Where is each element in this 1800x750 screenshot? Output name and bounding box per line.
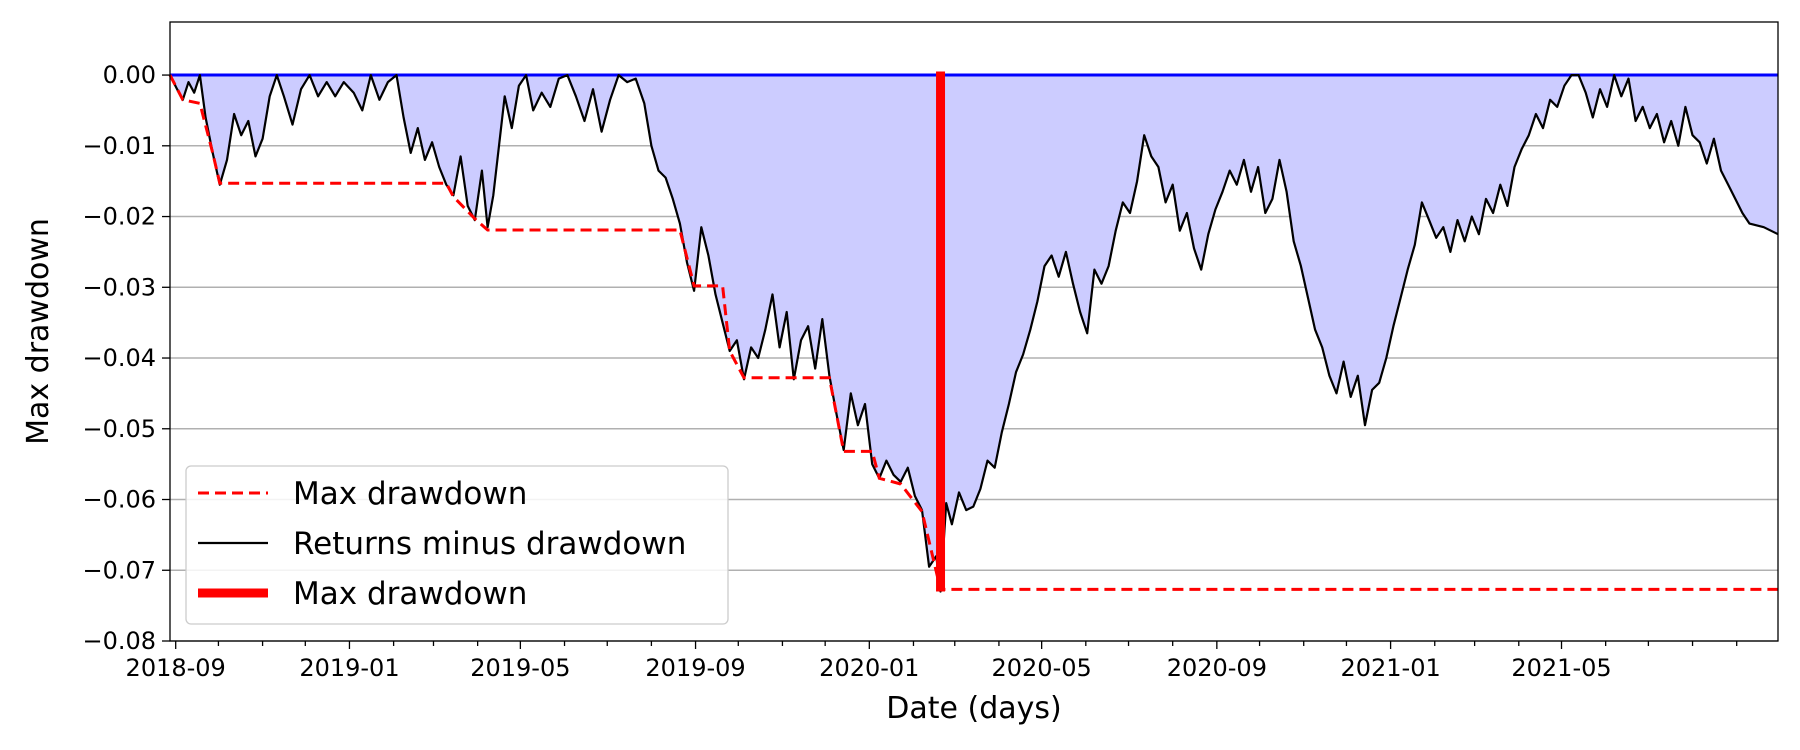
y-axis-label: Max drawdown <box>21 218 56 445</box>
y-tick-label: −0.04 <box>82 344 156 372</box>
y-tick-label: −0.05 <box>82 415 156 443</box>
max-drawdown-dashed-line <box>168 74 1778 591</box>
x-tick-label: 2019-05 <box>470 654 570 682</box>
y-tick-label: 0.00 <box>103 61 156 89</box>
x-tick-label: 2018-09 <box>126 654 226 682</box>
y-tick-label: −0.08 <box>82 627 156 655</box>
x-tick-label: 2021-01 <box>1340 654 1440 682</box>
x-tick-label: 2020-05 <box>992 654 1092 682</box>
legend: Max drawdown Returns minus drawdown Max … <box>185 465 729 625</box>
y-tick-label: −0.03 <box>82 273 156 301</box>
legend-label: Returns minus drawdown <box>293 526 686 562</box>
x-tick-label: 2020-01 <box>819 654 919 682</box>
returns-minus-drawdown-line <box>169 74 1779 593</box>
legend-box <box>185 465 729 625</box>
x-tick-label: 2020-09 <box>1167 654 1267 682</box>
drawdown-fill-area <box>170 75 1778 592</box>
x-axis: 2018-09 2019-01 2019-05 2019-09 2020-01 2020-… <box>126 641 1738 682</box>
y-tick-label: −0.01 <box>82 132 156 160</box>
y-tick-label: −0.07 <box>82 556 156 584</box>
legend-label: Max drawdown <box>293 576 527 612</box>
plot-frame <box>169 21 1779 642</box>
x-tick-label: 2019-09 <box>645 654 745 682</box>
x-tick-label: 2019-01 <box>299 654 399 682</box>
y-tick-label: −0.02 <box>82 203 156 231</box>
y-axis: 0.00 −0.01 −0.02 −0.03 −0.04 −0.05 −0.06 −0.07 −… <box>82 61 170 655</box>
x-axis-label: Date (days) <box>886 691 1061 726</box>
x-tick-label: 2021-05 <box>1511 654 1611 682</box>
legend-label: Max drawdown <box>293 476 527 512</box>
y-tick-label: −0.06 <box>82 486 156 514</box>
